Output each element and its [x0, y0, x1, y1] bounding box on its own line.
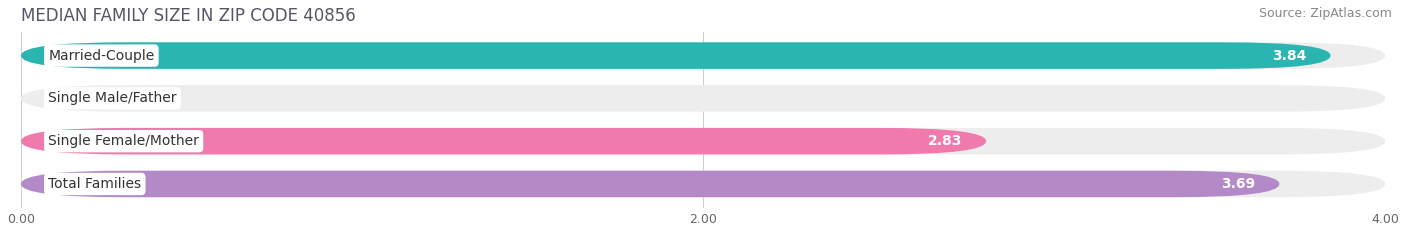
FancyBboxPatch shape — [21, 171, 1279, 197]
FancyBboxPatch shape — [21, 85, 1385, 112]
FancyBboxPatch shape — [21, 171, 1385, 197]
FancyBboxPatch shape — [21, 42, 1330, 69]
FancyBboxPatch shape — [21, 42, 1385, 69]
Text: 3.69: 3.69 — [1222, 177, 1256, 191]
Text: 0.00: 0.00 — [62, 91, 96, 105]
FancyBboxPatch shape — [21, 128, 986, 154]
Text: 2.83: 2.83 — [928, 134, 962, 148]
Text: MEDIAN FAMILY SIZE IN ZIP CODE 40856: MEDIAN FAMILY SIZE IN ZIP CODE 40856 — [21, 7, 356, 25]
Text: Single Female/Mother: Single Female/Mother — [48, 134, 200, 148]
Text: Married-Couple: Married-Couple — [48, 49, 155, 63]
Text: Total Families: Total Families — [48, 177, 142, 191]
Text: 3.84: 3.84 — [1272, 49, 1306, 63]
FancyBboxPatch shape — [21, 128, 1385, 154]
Text: Source: ZipAtlas.com: Source: ZipAtlas.com — [1258, 7, 1392, 20]
Text: Single Male/Father: Single Male/Father — [48, 91, 177, 105]
